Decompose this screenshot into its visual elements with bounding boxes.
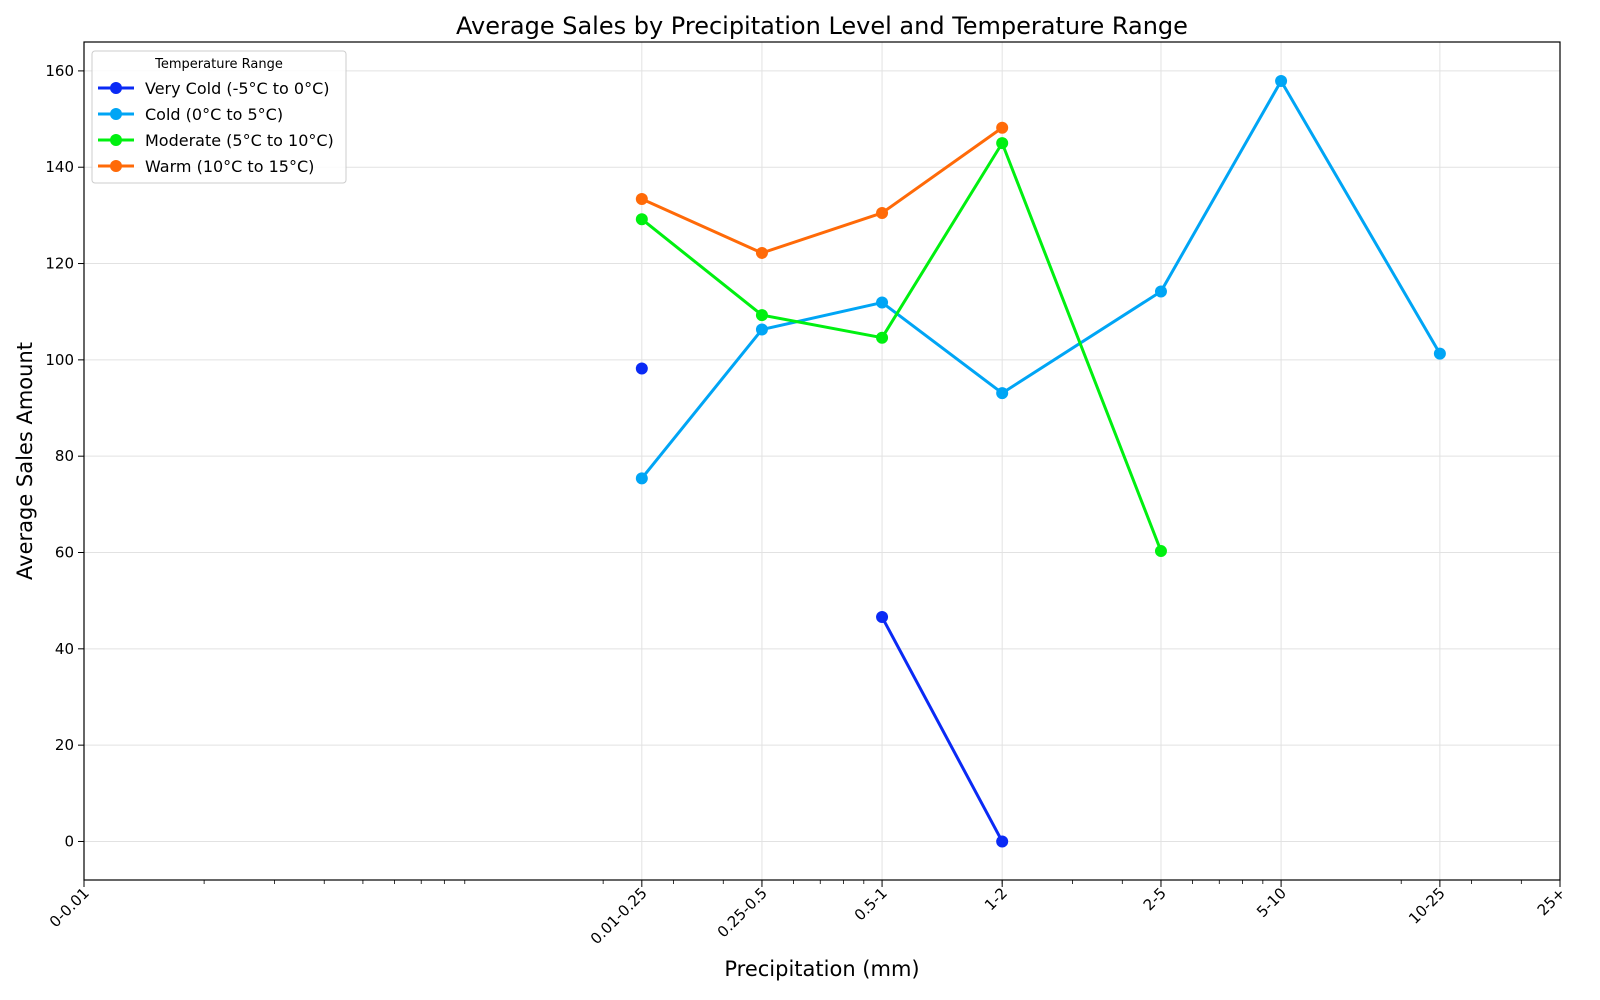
series-point — [1275, 75, 1288, 88]
plot-frame — [83, 41, 1561, 881]
legend-marker-swatch — [110, 160, 122, 172]
legend: Temperature Range Very Cold (-5°C to 0°C… — [91, 50, 347, 184]
series-point — [996, 121, 1009, 134]
legend-items: Very Cold (-5°C to 0°C) Cold (0°C to 5°C)… — [98, 79, 334, 176]
legend-label: Warm (10°C to 15°C) — [145, 157, 314, 176]
series-point — [755, 246, 768, 259]
y-tick-label: 60 — [55, 544, 74, 562]
legend-label: Moderate (5°C to 10°C) — [145, 131, 334, 150]
legend-label: Very Cold (-5°C to 0°C) — [145, 79, 330, 98]
legend-marker-swatch — [110, 82, 122, 94]
series-point — [635, 362, 648, 375]
legend-title: Temperature Range — [154, 57, 283, 72]
series-point — [876, 296, 889, 309]
series-line — [880, 616, 1004, 843]
series-point — [635, 472, 648, 485]
series-point — [876, 331, 889, 344]
chart-title: Average Sales by Precipitation Level and… — [456, 12, 1188, 40]
y-tick-label: 160 — [45, 62, 74, 80]
y-tick-label: 100 — [45, 351, 74, 369]
y-tick-label: 0 — [64, 832, 74, 850]
y-tick-label: 140 — [45, 158, 74, 176]
series-point — [996, 835, 1009, 848]
series-group — [635, 121, 1009, 259]
series-line — [641, 126, 1004, 255]
series-point — [1154, 285, 1167, 298]
series-point — [1433, 347, 1446, 360]
series-point — [1154, 545, 1167, 558]
series-group — [635, 137, 1167, 558]
y-tick-label: 20 — [55, 736, 74, 754]
series-point — [876, 611, 889, 624]
series-point — [876, 206, 889, 219]
series-point — [635, 213, 648, 226]
series-point — [635, 193, 648, 206]
series-point — [996, 387, 1009, 400]
y-tick-label: 120 — [45, 255, 74, 273]
y-tick-label: 80 — [55, 447, 74, 465]
y-tick-label: 40 — [55, 640, 74, 658]
legend-box — [91, 50, 347, 184]
series-layer — [635, 75, 1446, 848]
series-point — [996, 137, 1009, 150]
series-point — [755, 323, 768, 336]
series-group — [635, 362, 1009, 848]
x-axis-label: Precipitation (mm) — [724, 957, 919, 981]
legend-marker-swatch — [110, 108, 122, 120]
y-axis-label: Average Sales Amount — [13, 342, 37, 580]
series-group — [635, 75, 1446, 485]
series-point — [755, 309, 768, 322]
legend-label: Cold (0°C to 5°C) — [145, 105, 283, 124]
legend-marker-swatch — [110, 134, 122, 146]
